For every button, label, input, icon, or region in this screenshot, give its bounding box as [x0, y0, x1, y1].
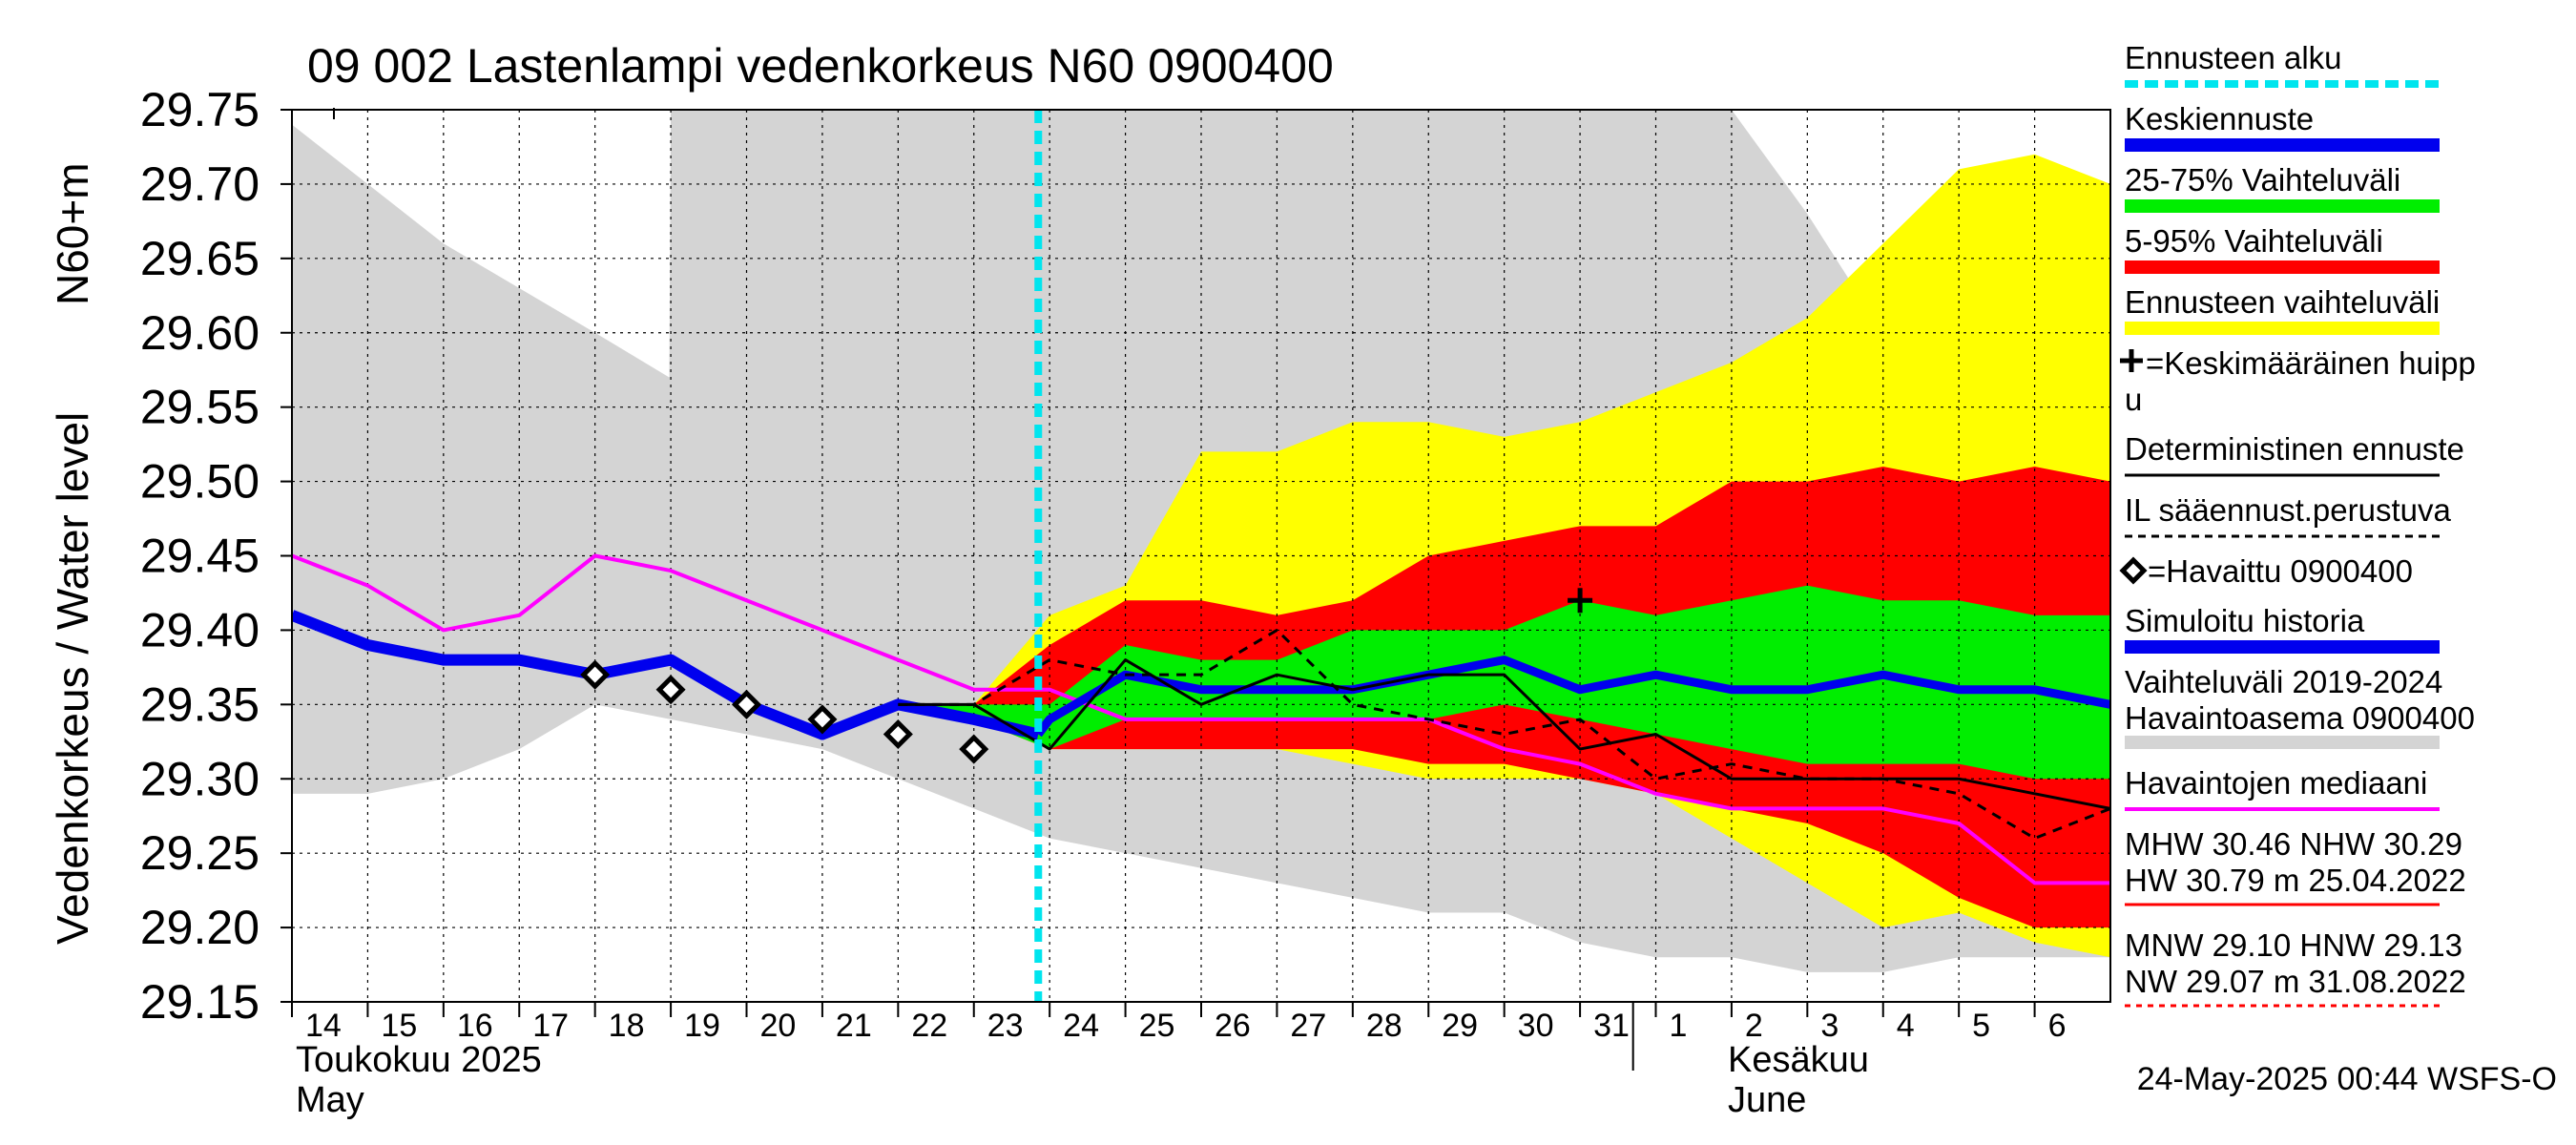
y-tick-label: 29.55	[140, 381, 260, 434]
simulated-history-line	[292, 610, 1040, 740]
leg-det: Deterministinen ennuste	[2125, 431, 2464, 477]
x-tick-label: 14	[305, 1008, 342, 1044]
month-label-fi: Kesäkuu	[1728, 1040, 1869, 1080]
chart-title: 09 002 Lastenlampi vedenkorkeus N60 0900…	[307, 39, 1334, 93]
footer-timestamp: 24-May-2025 00:44 WSFS-O	[2137, 1061, 2557, 1097]
x-tick-label: 24	[1063, 1008, 1099, 1044]
x-tick-label: 29	[1442, 1008, 1478, 1044]
legend-label: 25-75% Vaihteluväli	[2125, 162, 2400, 198]
y-tick-label: 29.70	[140, 157, 260, 211]
observed-point	[655, 675, 686, 705]
legend-label: Ennusteen alku	[2125, 40, 2342, 75]
month-label-en: May	[296, 1080, 364, 1120]
deterministic-forecast-line	[898, 658, 2110, 810]
legend-label-2: Havaintoasema 0900400	[2125, 700, 2475, 736]
leg-sim: Simuloitu historia	[2125, 603, 2440, 654]
leg-range: Ennusteen vaihteluväli	[2125, 284, 2440, 335]
mean-peak-marker	[1568, 588, 1593, 614]
y-tick-label: 29.25	[140, 826, 260, 880]
legend-label: Ennusteen vaihteluväli	[2125, 284, 2440, 320]
observed-point	[731, 689, 762, 719]
y-tick-label: 29.45	[140, 530, 260, 583]
x-tick-label: 15	[381, 1008, 417, 1044]
x-tick-label: 19	[684, 1008, 720, 1044]
month-label-fi: Toukokuu 2025	[296, 1040, 542, 1080]
y-tick-label: 29.20	[140, 901, 260, 954]
legend-label: Simuloitu historia	[2125, 603, 2365, 638]
x-tick-label: 5	[1972, 1008, 1990, 1044]
x-tick-label: 25	[1139, 1008, 1175, 1044]
observed-point	[883, 718, 913, 750]
x-tick-label: 27	[1290, 1008, 1326, 1044]
leg-median: Havaintojen mediaani	[2125, 765, 2440, 811]
y-axis-label: Vedenkorkeus / Water level	[48, 412, 97, 945]
legend-label: Keskiennuste	[2125, 101, 2314, 136]
x-tick-label: 17	[532, 1008, 569, 1044]
legend-label-2: u	[2125, 382, 2142, 417]
plot-content	[292, 110, 2110, 1002]
legend-label: Deterministinen ennuste	[2125, 431, 2464, 467]
x-tick-label: 6	[2048, 1008, 2067, 1044]
legend-label: Vaihteluväli 2019-2024	[2125, 664, 2442, 699]
y-tick-label: 29.40	[140, 603, 260, 656]
observed-point	[580, 659, 611, 690]
y-tick-label: 29.75	[140, 83, 260, 136]
x-tick-label: 2	[1745, 1008, 1763, 1044]
x-axis: 14 15 16 17 18 19 20 21 22 23 24 25 26 27 28 29 30 31 1 2 3 4…	[291, 1002, 2067, 1120]
legend-label-2: HW 30.79 m 25.04.2022	[2125, 863, 2466, 898]
leg-il: IL sääennust.perustuva	[2125, 492, 2451, 538]
legend-label: MNW 29.10 HNW 29.13	[2125, 927, 2462, 963]
legend-label-2: NW 29.07 m 31.08.2022	[2125, 964, 2466, 999]
plot-area	[291, 109, 2111, 1003]
leg-forecast-start: Ennusteen alku	[2125, 40, 2440, 88]
y-axis-unit: N60+m	[48, 162, 97, 305]
x-tick-label: 1	[1670, 1008, 1688, 1044]
x-tick-label: 31	[1593, 1008, 1630, 1044]
x-tick-label: 30	[1518, 1008, 1554, 1044]
x-tick-label: 3	[1820, 1008, 1839, 1044]
x-tick-label: 4	[1897, 1008, 1915, 1044]
legend-label: IL sääennust.perustuva	[2125, 492, 2451, 528]
y-tick-label: 29.65	[140, 232, 260, 285]
leg-hist: Vaihteluväli 2019-2024 Havaintoasema 090…	[2125, 664, 2475, 749]
legend-label: MHW 30.46 NHW 30.29	[2125, 826, 2462, 862]
x-tick-label: 28	[1366, 1008, 1402, 1044]
x-tick-label: 16	[457, 1008, 493, 1044]
median-line	[292, 553, 2110, 885]
legend: Ennusteen alku Keskiennuste 25-75% Vaihtel…	[2119, 40, 2476, 1008]
x-tick-label: 23	[987, 1008, 1024, 1044]
legend-plus-icon	[2120, 349, 2143, 372]
month-label-en: June	[1728, 1080, 1806, 1120]
legend-label: =Havaittu 0900400	[2148, 553, 2413, 589]
legend-diamond-icon	[2119, 556, 2148, 585]
legend-label: Havaintojen mediaani	[2125, 765, 2427, 801]
y-tick-label: 29.15	[140, 975, 260, 1029]
legend-label: 5-95% Vaihteluväli	[2125, 223, 2383, 259]
x-tick-label: 18	[609, 1008, 645, 1044]
leg-25-75: 25-75% Vaihteluväli	[2125, 162, 2440, 213]
leg-5-95: 5-95% Vaihteluväli	[2125, 223, 2440, 274]
x-tick-label: 22	[911, 1008, 947, 1044]
legend-label: =Keskimääräinen huipp	[2146, 345, 2476, 381]
y-tick-label: 29.35	[140, 677, 260, 731]
il-forecast-line	[898, 628, 2110, 841]
leg-obs: =Havaittu 0900400	[2119, 553, 2413, 589]
y-axis: 29.75 29.70 29.65 29.60 29.55 29.50 29.45 29.40…	[140, 83, 335, 1029]
y-tick-label: 29.60	[140, 306, 260, 360]
leg-mean: Keskiennuste	[2125, 101, 2440, 152]
x-tick-label: 26	[1215, 1008, 1251, 1044]
observed-point	[959, 734, 989, 764]
x-tick-label: 20	[760, 1008, 797, 1044]
y-tick-label: 29.50	[140, 455, 260, 509]
x-tick-label: 21	[836, 1008, 872, 1044]
y-tick-label: 29.30	[140, 752, 260, 805]
observed-point	[807, 704, 838, 735]
